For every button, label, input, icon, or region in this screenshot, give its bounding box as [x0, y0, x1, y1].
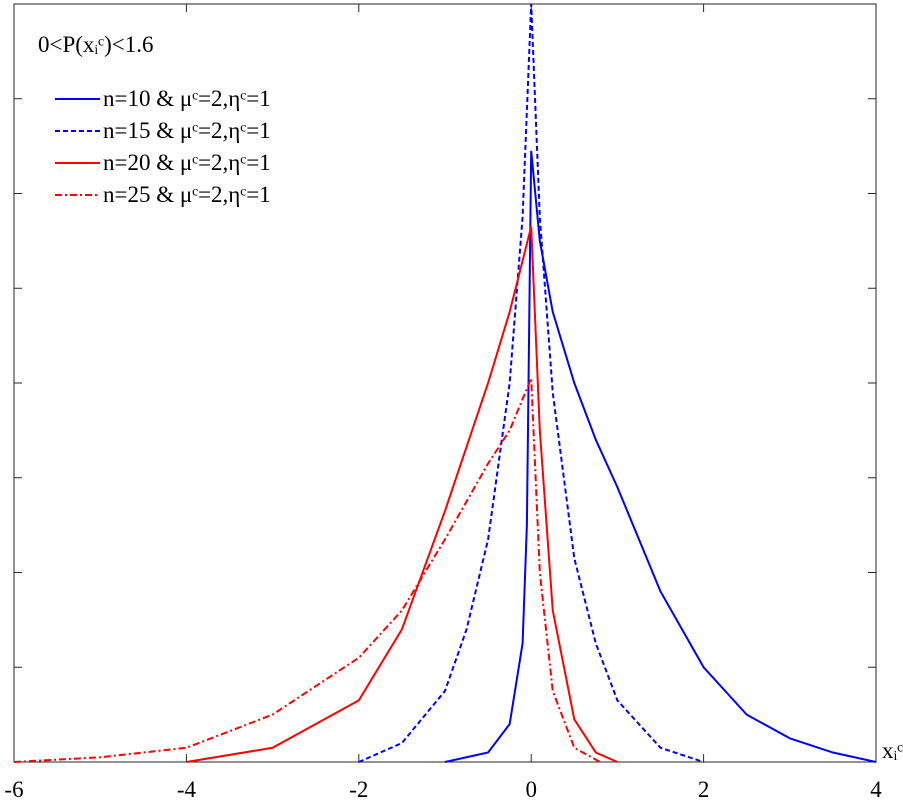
x-axis-label: xᵢᶜ: [882, 738, 903, 763]
x-tick-label: 0: [525, 777, 537, 802]
series-line: [13, 377, 601, 763]
series-line: [358, 3, 704, 763]
x-tick-label: 4: [870, 777, 882, 802]
series-line: [444, 150, 877, 763]
legend-label: n=15 & μᶜ=2,ηᶜ=1: [103, 118, 271, 143]
legend-label: n=20 & μᶜ=2,ηᶜ=1: [103, 150, 271, 175]
series-line: [186, 226, 618, 763]
annotation: 0<P(xᵢᶜ)<1.6: [38, 32, 153, 57]
x-tick-label: -2: [349, 777, 368, 802]
legend-label: n=25 & μᶜ=2,ηᶜ=1: [103, 182, 271, 207]
legend-label: n=10 & μᶜ=2,ηᶜ=1: [103, 86, 271, 111]
x-tick-label: -4: [177, 777, 197, 802]
x-tick-label: -6: [4, 777, 23, 802]
x-tick-label: 2: [698, 777, 710, 802]
